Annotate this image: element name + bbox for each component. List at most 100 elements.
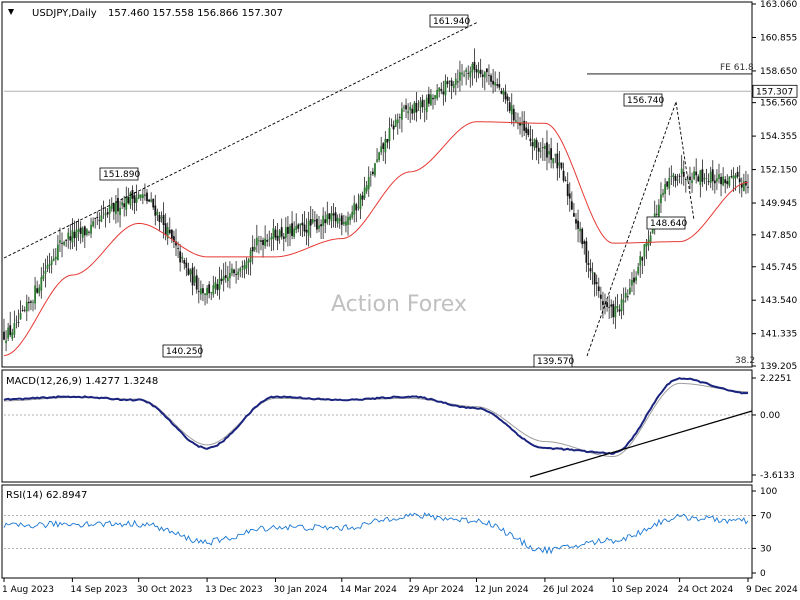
candle-body [260, 240, 262, 242]
candle-body [529, 138, 532, 142]
candle-body [347, 216, 349, 225]
candle-body [112, 203, 115, 212]
x-tick-label: 10 Sep 2024 [611, 585, 668, 595]
candle-body [734, 175, 737, 179]
candle-body [631, 279, 633, 286]
candle-body [318, 225, 320, 229]
candle-body [550, 148, 553, 160]
candle-body [34, 285, 36, 304]
candle-body [235, 274, 238, 275]
candle-body [106, 212, 109, 215]
candle-body [740, 183, 743, 188]
candle-body [527, 129, 530, 136]
price-tick-label: 160.855 [760, 33, 797, 43]
candle-body [401, 108, 403, 120]
candle-body [212, 285, 215, 295]
candle-body [711, 169, 714, 182]
candle-body [231, 268, 233, 274]
candle-body [316, 218, 318, 230]
candle-body [141, 194, 144, 199]
candle-body [278, 230, 281, 238]
candle-body [421, 99, 424, 108]
x-tick-label: 12 Jun 2024 [475, 585, 529, 595]
candle-body [117, 197, 119, 212]
candle-body [75, 229, 78, 238]
candle-body [693, 171, 696, 180]
candle-body [645, 242, 648, 247]
candle-body [276, 235, 279, 241]
candle-body [467, 72, 470, 74]
candle-body [612, 303, 615, 318]
candle-body [481, 74, 484, 77]
candle-body [608, 306, 611, 308]
current-price-label: 157.307 [756, 87, 793, 97]
macd-line [3, 377, 749, 455]
candle-body [220, 278, 223, 282]
candle-body [510, 105, 513, 115]
macd-tick-label: 0.00 [760, 411, 780, 421]
candle-body [502, 90, 505, 95]
candle-body [564, 179, 567, 181]
candle-body [353, 203, 356, 215]
candle-body [183, 260, 186, 264]
candle-body [311, 219, 314, 223]
candle-body [90, 224, 92, 234]
candle-body [88, 231, 90, 233]
swing-label: 139.570 [537, 357, 574, 367]
candle-body [237, 271, 240, 276]
candle-body [699, 170, 702, 185]
candle-body [411, 108, 414, 114]
candle-body [628, 287, 631, 295]
candle-body [512, 108, 515, 121]
candle-body [626, 296, 629, 298]
candle-body [131, 190, 134, 199]
candle-body [624, 292, 627, 298]
candle-body [463, 74, 465, 76]
candle-body [299, 223, 302, 226]
candle-body [359, 195, 362, 210]
candle-body [442, 91, 445, 95]
candle-body [504, 91, 507, 100]
candle-body [541, 147, 544, 149]
candle-body [301, 222, 304, 226]
candle-body [616, 306, 619, 309]
candle-body [23, 309, 26, 311]
candle-body [191, 267, 194, 286]
candle-body [152, 198, 155, 208]
candle-body [371, 171, 374, 175]
candle-body [662, 192, 664, 195]
candle-body [328, 213, 331, 220]
candle-body [701, 169, 704, 182]
candle-body [17, 322, 20, 323]
candle-body [44, 270, 47, 275]
candle-body [291, 223, 293, 236]
rsi-line [3, 512, 749, 555]
candle-body [160, 216, 163, 219]
lines-layer [3, 21, 753, 555]
candle-body [639, 255, 642, 266]
candle-body [496, 84, 499, 86]
candle-body [575, 219, 577, 224]
candle-body [148, 199, 150, 202]
candle-body [253, 247, 256, 250]
candle-body [469, 71, 472, 78]
x-tick-label: 26 Jul 2024 [543, 585, 594, 595]
candle-body [69, 236, 72, 241]
candle-body [680, 168, 683, 174]
candle-body [355, 204, 358, 211]
candle-body [566, 183, 569, 197]
candle-body [452, 84, 455, 89]
candle-body [537, 147, 540, 152]
candle-body [407, 111, 410, 114]
candle-body [309, 219, 312, 226]
candle-body [3, 331, 5, 340]
candle-body [657, 204, 660, 218]
candle-body [208, 284, 211, 294]
candle-body [637, 266, 640, 274]
candle-body [485, 68, 488, 73]
candle-body [96, 216, 99, 218]
collapse-triangle-icon[interactable] [8, 9, 14, 15]
macd-tick-label: -3.6133 [760, 471, 795, 481]
candle-body [365, 185, 368, 192]
candle-body [270, 237, 273, 240]
